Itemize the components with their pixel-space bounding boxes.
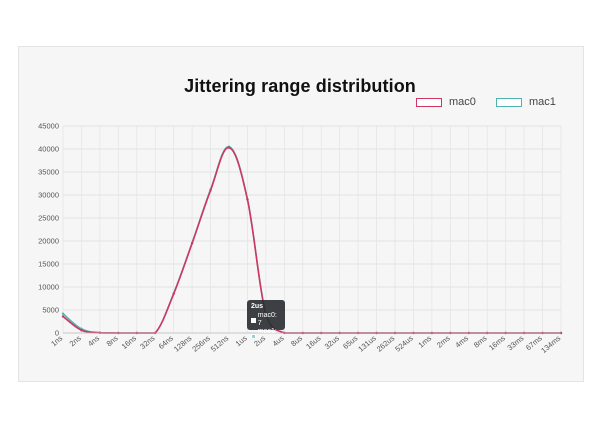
legend: mac0 mac1 [0, 95, 600, 111]
grid [62, 125, 562, 334]
legend-swatch-mac0 [416, 97, 442, 107]
y-tick-label: 35000 [38, 168, 59, 177]
tooltip-value-mac1: mac1: 7 [257, 328, 277, 343]
data-point [61, 312, 65, 315]
y-tick-label: 40000 [38, 145, 59, 154]
x-tick-label: 2ms [435, 333, 452, 349]
x-tick-label: 33ms [506, 333, 526, 352]
x-tick-label: 16ms [487, 333, 507, 352]
x-tick-label: 1us [234, 333, 249, 348]
x-tick-label: 16us [304, 333, 322, 351]
chart-title: Jittering range distribution [184, 76, 416, 96]
x-tick-label: 262us [375, 333, 397, 353]
x-tick-label: 131us [356, 333, 378, 353]
data-point [227, 146, 231, 149]
data-point [172, 292, 175, 296]
legend-label-mac0: mac0 [449, 96, 476, 108]
x-tick-label: 8ms [472, 333, 489, 349]
x-tick-label: 256ns [190, 333, 212, 353]
y-tick-label: 20000 [38, 237, 59, 246]
y-tick-label: 0 [55, 329, 59, 338]
x-tick-label: 1ms [417, 333, 434, 349]
x-tick-label: 32us [323, 333, 341, 351]
legend-item-mac0[interactable]: mac0 [416, 95, 476, 109]
x-tick-label: 16ns [120, 333, 138, 351]
tooltip-row-mac0: mac0: 7 [251, 312, 281, 328]
data-point [190, 242, 194, 245]
y-tick-label: 45000 [38, 122, 59, 131]
tooltip-row-mac1: mac1: 7 [251, 328, 281, 344]
y-tick-label: 30000 [38, 191, 59, 200]
series-line-mac0 [62, 146, 561, 334]
y-tick-label: 10000 [38, 283, 59, 292]
legend-item-mac1[interactable]: mac1 [496, 95, 556, 109]
data-point [209, 189, 212, 192]
data-point [61, 315, 65, 318]
y-tick-label: 15000 [38, 260, 59, 269]
y-tick-label: 5000 [42, 306, 59, 315]
x-tick-label: 8us [289, 333, 304, 348]
x-tick-label: 32ns [138, 333, 156, 351]
x-tick-label: 134ms [539, 333, 562, 355]
x-tick-label: 4ms [453, 333, 470, 349]
x-tick-label: 128ns [172, 333, 194, 353]
x-tick-label: 2ns [68, 333, 83, 348]
series-line-mac1 [62, 145, 561, 334]
tooltip-swatch-mac1 [251, 333, 256, 339]
x-tick-label: 512ns [209, 333, 231, 353]
tooltip: 2us mac0: 7 mac1: 7 [247, 300, 285, 343]
x-tick-label: 1ns [49, 333, 64, 348]
x-tick-label: 8ns [105, 333, 120, 348]
x-tick-label: 524us [393, 333, 415, 353]
chart-card [18, 46, 584, 382]
legend-label-mac1: mac1 [529, 96, 556, 108]
x-tick-label: 4ns [86, 333, 101, 348]
tooltip-value-mac0: mac0: 7 [257, 312, 277, 327]
legend-swatch-mac1 [496, 97, 522, 107]
tooltip-title: 2us [251, 303, 264, 310]
data-point [80, 329, 83, 332]
tooltip-swatch-mac0 [251, 317, 256, 323]
y-tick-label: 25000 [38, 214, 59, 223]
data-point [246, 198, 249, 201]
